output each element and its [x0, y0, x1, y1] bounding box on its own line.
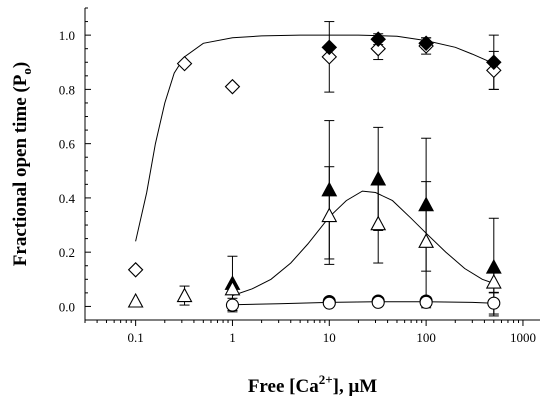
diamond-marker: [224, 78, 241, 95]
diamond-marker: [321, 39, 338, 56]
diamond-marker: [176, 55, 193, 72]
fit-curves: [135, 34, 495, 306]
triangle-marker: [418, 196, 435, 212]
diamond-marker: [370, 31, 386, 47]
y-axis-title-sub: o: [19, 68, 34, 75]
fit-curve: [135, 34, 495, 242]
x-axis-title-suffix: ], μM: [333, 376, 378, 397]
axes: [84, 7, 540, 326]
y-axis-title: Fractional open time (Po): [10, 62, 34, 266]
x-tick-label: 1: [229, 330, 236, 345]
x-tick-label: 10: [323, 330, 336, 345]
x-tick-label: 1000: [510, 330, 536, 345]
triangle-marker: [418, 233, 435, 248]
triangle-marker: [127, 292, 144, 308]
y-axis-title-prefix: Fractional open time (P: [10, 74, 31, 266]
triangle-marker: [485, 258, 502, 274]
fit-curve: [232, 190, 494, 297]
diamond-marker: [486, 62, 502, 79]
triangle-marker: [224, 280, 241, 296]
triangle-marker: [176, 287, 193, 303]
circle-marker: [371, 295, 385, 309]
diamond-marker: [370, 40, 386, 57]
fit-curve: [232, 301, 494, 306]
circle-marker: [322, 296, 336, 310]
x-axis-title: Free [Ca2+], μM: [248, 372, 377, 397]
data-markers: [127, 31, 502, 312]
circle-marker: [487, 296, 501, 310]
y-tick-label: 0.2: [59, 245, 75, 260]
y-tick-label: 0.6: [59, 137, 76, 152]
x-axis-title-prefix: Free [Ca: [248, 376, 319, 397]
diamond-marker: [321, 49, 338, 65]
triangle-marker: [370, 170, 387, 186]
y-tick-label: 1.0: [59, 28, 75, 43]
diamond-marker: [418, 35, 434, 52]
tick-labels: 0.1 1 10 100 1000 0.0 0.2 0.4 0.6 0.8 1.0: [59, 28, 536, 345]
x-tick-label: 100: [416, 330, 436, 345]
y-tick-label: 0.8: [59, 82, 75, 97]
triangle-marker: [321, 181, 338, 197]
triangle-marker: [370, 215, 387, 231]
y-tick-label: 0.0: [59, 299, 75, 314]
y-tick-label: 0.4: [59, 191, 76, 206]
diamond-marker: [127, 262, 144, 278]
triangle-marker: [321, 207, 338, 223]
triangle-marker: [485, 273, 502, 289]
x-axis-title-sup: 2+: [319, 372, 333, 387]
x-tick-label: 0.1: [128, 330, 144, 345]
circle-marker: [419, 295, 433, 309]
error-bars: [179, 21, 499, 317]
diamond-marker: [486, 54, 502, 71]
y-axis-title-suffix: ): [10, 62, 31, 68]
circle-marker: [225, 298, 240, 312]
